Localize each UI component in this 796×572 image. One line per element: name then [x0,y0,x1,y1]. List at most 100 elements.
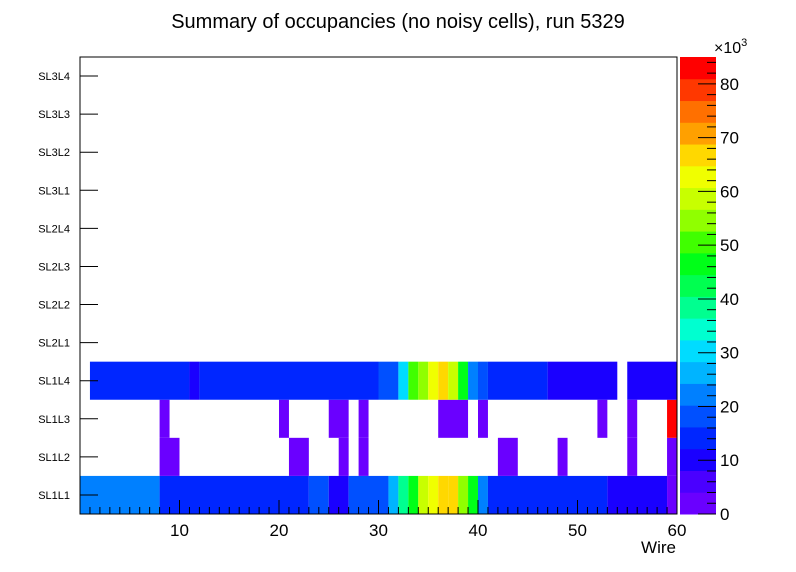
heatmap-cell [627,361,677,400]
heatmap-cell [448,475,459,514]
palette-band [680,122,716,145]
heatmap-cell [458,475,469,514]
heatmap-cell [448,361,459,400]
z-tick-label: 0 [720,505,729,524]
heatmap-cell [398,361,409,400]
y-tick-label: SL3L3 [38,109,70,121]
z-exponent-power: 3 [741,37,747,49]
z-exponent-base: ×10 [714,40,741,57]
heatmap-cell [667,399,677,438]
heatmap-cell [438,475,449,514]
heatmap-cell [468,475,478,514]
y-tick-label: SL2L2 [38,300,70,312]
z-tick-label: 60 [720,182,739,201]
heatmap-cell [288,437,309,476]
z-tick-label: 20 [720,397,739,416]
y-tick-label: SL2L3 [38,261,70,273]
heatmap-cell [478,475,488,514]
heatmap-cell [159,399,170,438]
palette-band [680,165,716,189]
heatmap-cell [428,361,439,400]
heatmap-cell [468,361,478,400]
y-tick-label: SL3L4 [38,71,70,83]
palette-band [680,57,716,80]
color-palette [680,57,716,515]
heatmap-cell [159,437,180,476]
heatmap-cell [438,361,449,400]
heatmap-cell [597,399,608,438]
palette-band [680,209,716,232]
heatmap-cell [358,437,369,476]
heatmap-cell [458,361,469,400]
z-tick-label: 10 [720,451,739,470]
x-tick-label: 60 [668,521,687,540]
z-tick-label: 80 [720,75,739,94]
heatmap-cell [627,437,638,476]
x-axis-title: Wire [641,538,676,557]
heatmap-cell [408,475,419,514]
z-tick-label: 30 [720,344,739,363]
heatmap-cell [487,361,548,400]
chart-title: Summary of occupancies (no noisy cells),… [171,11,625,33]
heatmap-cell [408,361,419,400]
palette-band [680,492,716,515]
palette-band [680,405,716,428]
z-tick-label: 40 [720,290,739,309]
y-tick-label: SL2L4 [38,223,70,235]
heatmap-cell [89,361,190,400]
heatmap-cell [667,437,677,476]
x-axis: 10 20 30 40 50 60 [89,500,687,540]
heatmap-cell [189,361,200,400]
palette-band [680,470,716,493]
palette-band [680,274,716,297]
heatmap-cell [438,399,469,438]
y-tick-label: SL1L3 [38,414,70,426]
heatmap-cell [199,361,379,400]
palette-band [680,144,716,167]
heatmap-cell [398,475,409,514]
heatmap-cell [478,399,488,438]
x-tick-label: 50 [568,521,587,540]
palette-band [680,296,716,319]
z-axis-exponent: ×103 [714,37,747,57]
heatmap-cell [497,437,518,476]
palette-band [680,361,716,384]
heatmap-cell [308,475,329,514]
palette-band [680,187,716,210]
y-axis: SL1L1 SL1L2 SL1L3 SL1L4 SL2L1 SL2L2 SL2L3 SL2L4… [38,71,98,502]
x-tick-label: 30 [369,521,388,540]
x-tick-label: 10 [170,521,189,540]
palette-band [680,231,716,254]
heatmap-cell [328,475,349,514]
palette-band [680,252,716,276]
heatmap-cell [418,361,429,400]
heatmap-cell [358,399,369,438]
y-tick-label: SL1L1 [38,490,70,502]
heatmap-cell [328,399,349,438]
heatmap-cell [478,361,488,400]
heatmap-cell [159,475,309,514]
palette-band [680,339,716,363]
heatmap-cell [279,399,289,438]
heatmap-cell [388,475,399,514]
heatmap-cell [547,361,618,400]
palette-band [680,78,716,102]
x-tick-label: 40 [469,521,488,540]
palette-band [680,426,716,450]
z-tick-label: 70 [720,129,739,148]
z-axis: 0 10 20 30 40 50 60 70 80 [698,61,739,524]
heatmap-cell [428,475,439,514]
palette-band [680,318,716,341]
heatmap-cell [557,437,568,476]
heatmap-cell [378,361,399,400]
palette-band [680,100,716,123]
heatmap-cells [80,361,677,514]
y-tick-label: SL3L1 [38,185,70,197]
y-tick-label: SL3L2 [38,147,70,159]
y-tick-label: SL1L2 [38,452,70,464]
x-tick-label: 20 [270,521,289,540]
y-tick-label: SL1L4 [38,376,70,388]
heatmap-cell [338,437,349,476]
palette-band [680,383,716,406]
